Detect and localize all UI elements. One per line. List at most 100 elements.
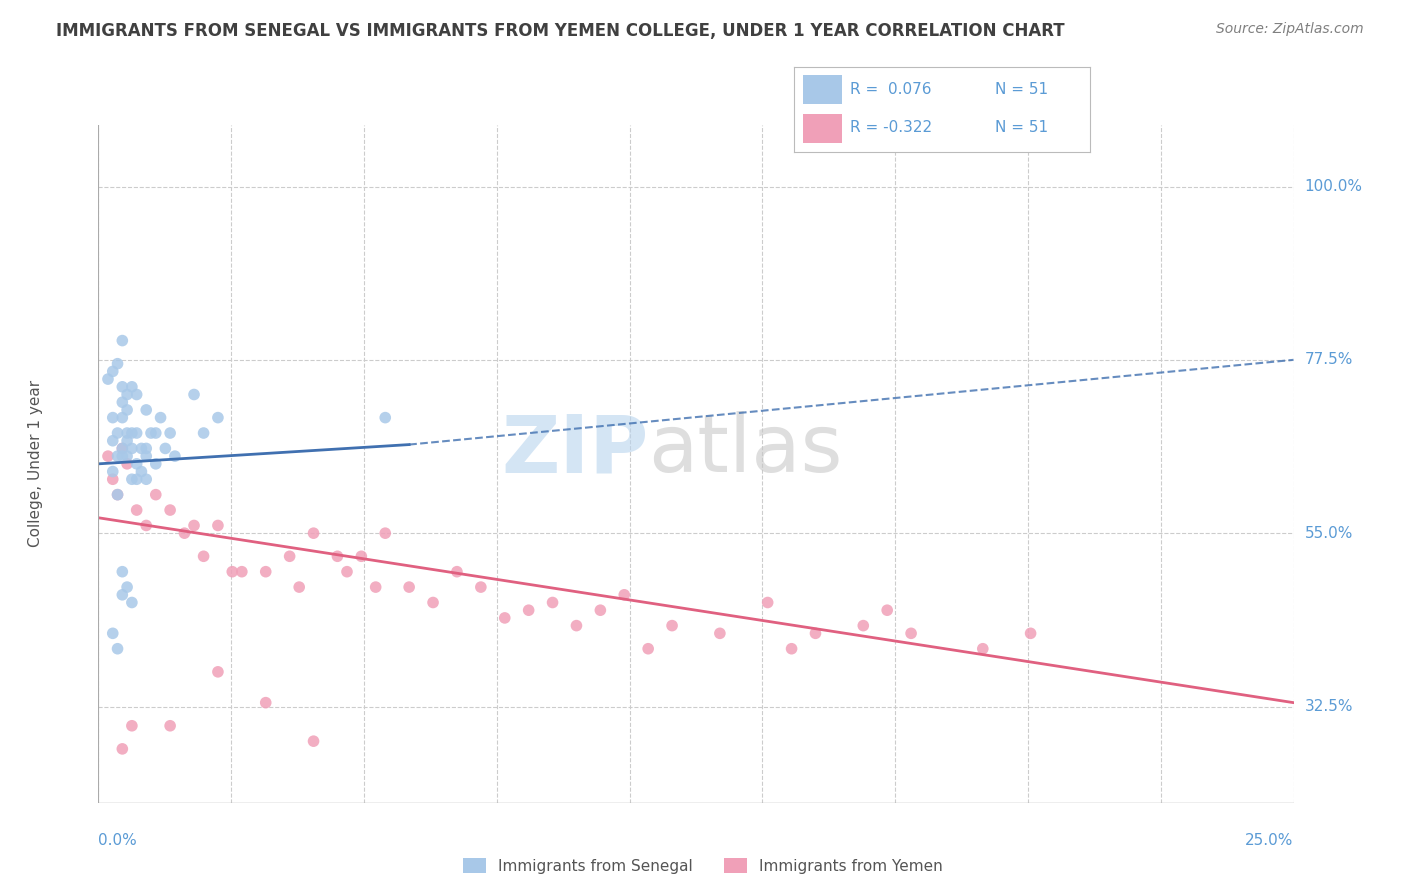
Point <box>125 387 148 401</box>
Point <box>159 503 181 517</box>
Point <box>135 442 157 456</box>
Point <box>111 334 134 348</box>
Point <box>231 565 253 579</box>
Point <box>541 595 564 609</box>
Point <box>125 503 148 517</box>
Point <box>121 719 143 733</box>
Point <box>135 403 157 417</box>
Point <box>121 442 143 456</box>
Point <box>111 565 134 579</box>
Point <box>852 618 875 632</box>
Point <box>207 410 229 425</box>
Point <box>159 425 181 440</box>
Point <box>565 618 588 632</box>
Point <box>193 425 215 440</box>
Point <box>804 626 827 640</box>
Point <box>613 588 636 602</box>
Point <box>494 611 516 625</box>
Point <box>131 442 153 456</box>
Point <box>135 449 157 463</box>
Point <box>302 526 325 541</box>
Point <box>125 425 148 440</box>
Point <box>125 472 148 486</box>
Point <box>107 425 129 440</box>
Point <box>254 696 277 710</box>
Point <box>115 434 138 448</box>
Point <box>111 588 134 602</box>
Point <box>207 518 229 533</box>
Text: 77.5%: 77.5% <box>1305 352 1353 368</box>
Point <box>125 457 148 471</box>
Point <box>159 719 181 733</box>
Point <box>115 387 138 401</box>
Point <box>115 425 138 440</box>
Point <box>107 357 129 371</box>
Point <box>107 488 129 502</box>
Point <box>115 580 138 594</box>
Point <box>589 603 612 617</box>
Point <box>115 403 138 417</box>
Text: R = -0.322: R = -0.322 <box>851 120 932 136</box>
Point <box>101 364 124 378</box>
Point <box>183 518 205 533</box>
Point <box>288 580 311 594</box>
Point <box>254 565 277 579</box>
Point <box>326 549 349 564</box>
Point <box>207 665 229 679</box>
Point <box>111 442 134 456</box>
Bar <box>803 114 842 143</box>
Point <box>470 580 492 594</box>
Point <box>121 595 143 609</box>
Point <box>350 549 373 564</box>
Point <box>163 449 186 463</box>
Point <box>101 472 124 486</box>
Point <box>637 641 659 656</box>
Point <box>111 380 134 394</box>
Text: R =  0.076: R = 0.076 <box>851 82 932 97</box>
Point <box>111 742 134 756</box>
Legend: Immigrants from Senegal, Immigrants from Yemen: Immigrants from Senegal, Immigrants from… <box>457 852 949 880</box>
Point <box>101 434 124 448</box>
Point <box>111 410 134 425</box>
Point <box>155 442 177 456</box>
Text: N = 51: N = 51 <box>995 120 1049 136</box>
Text: 25.0%: 25.0% <box>1246 833 1294 848</box>
Point <box>121 425 143 440</box>
Point <box>183 387 205 401</box>
Point <box>446 565 468 579</box>
Point <box>107 488 129 502</box>
Point <box>336 565 359 579</box>
Text: ZIP: ZIP <box>501 411 648 490</box>
Point <box>145 425 167 440</box>
Point <box>107 641 129 656</box>
Point <box>972 641 994 656</box>
Point <box>422 595 444 609</box>
Point <box>111 442 134 456</box>
Point <box>131 465 153 479</box>
Point <box>364 580 387 594</box>
Point <box>97 372 120 386</box>
Text: 0.0%: 0.0% <box>98 833 138 848</box>
Point <box>1019 626 1042 640</box>
Point <box>111 449 134 463</box>
Point <box>756 595 779 609</box>
Text: 100.0%: 100.0% <box>1305 179 1362 194</box>
Point <box>135 472 157 486</box>
Point <box>107 449 129 463</box>
Point <box>780 641 803 656</box>
Point <box>149 410 172 425</box>
Text: 32.5%: 32.5% <box>1305 699 1353 714</box>
Point <box>661 618 683 632</box>
Text: atlas: atlas <box>648 411 842 490</box>
Point <box>135 518 157 533</box>
Point <box>121 380 143 394</box>
Point <box>709 626 731 640</box>
Point <box>517 603 540 617</box>
Point <box>101 626 124 640</box>
Text: Source: ZipAtlas.com: Source: ZipAtlas.com <box>1216 22 1364 37</box>
Point <box>139 425 162 440</box>
Point <box>97 449 120 463</box>
Point <box>374 526 396 541</box>
Point <box>876 603 898 617</box>
Point <box>115 449 138 463</box>
